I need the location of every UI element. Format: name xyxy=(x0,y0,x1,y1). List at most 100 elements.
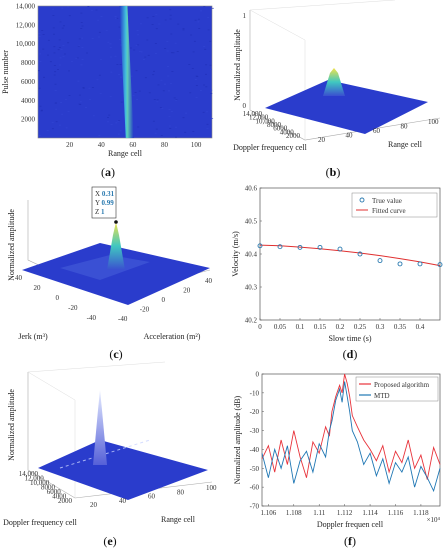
panel-a-noise-cell xyxy=(92,115,95,117)
panel-a-noise-cell xyxy=(81,47,84,48)
panel-a-noise-cell xyxy=(81,59,84,60)
panel-f-legend-proposed: Proposed algorithm xyxy=(374,381,430,389)
panel-b-x-tick: 8000 xyxy=(267,121,282,129)
panel-a-noise-cell xyxy=(148,92,151,94)
panel-e-x-tick: 12,000 xyxy=(24,475,44,483)
panel-a-noise-cell xyxy=(168,109,171,111)
panel-d-true-point xyxy=(277,244,283,250)
panel-a-noise-cell xyxy=(55,108,58,110)
panel-a-noise-cell xyxy=(206,128,209,130)
panel-c-label: (c) xyxy=(109,347,122,361)
panel-a-noise-cell xyxy=(82,87,85,88)
panel-a-noise-cell xyxy=(154,53,157,54)
panel-f-x-tick: 1.114 xyxy=(362,509,378,517)
panel-a-noise-cell xyxy=(156,101,159,103)
panel-b-xlabel: Doppler frequency cell xyxy=(233,143,308,152)
panel-a-y-tick: 2000 xyxy=(21,116,36,124)
panel-a-noise-cell xyxy=(98,31,101,33)
panel-a-noise-cell xyxy=(57,69,59,70)
panel-b-y-tick: 80 xyxy=(401,123,409,131)
panel-c-y-tick: -40 xyxy=(87,314,97,322)
panel-f-ylabel: Normalized amplitude (dB) xyxy=(233,395,242,484)
panel-a-noise-cell xyxy=(60,48,63,50)
panel-a-noise-cell xyxy=(192,131,195,132)
panel-a-noise-cell xyxy=(51,122,54,123)
panel-d-legend xyxy=(351,192,438,218)
panel-a-noise-cell xyxy=(63,25,65,27)
panel-a-noise-cell xyxy=(136,30,139,31)
panel-a-noise-cell xyxy=(67,6,70,8)
panel-a-noise-cell xyxy=(168,125,171,127)
panel-d-x-tick: 0.1 xyxy=(296,323,305,331)
panel-a-noise-cell xyxy=(189,92,192,94)
panel-c-y-tick: 20 xyxy=(34,284,42,292)
panel-a-noise-cell xyxy=(164,19,167,21)
panel-a-noise-cell xyxy=(105,30,108,32)
panel-f-y-tick: -70 xyxy=(250,503,260,511)
panel-a-noise-cell xyxy=(38,87,41,89)
panel-a-noise-cell xyxy=(42,48,45,50)
panel-a-noise-cell xyxy=(144,56,147,58)
panel-d-true-point xyxy=(357,251,363,257)
panel-f-y-tick: -40 xyxy=(250,446,260,454)
panel-d-x-tick: 0.3 xyxy=(376,323,385,331)
panel-a-noise-cell xyxy=(54,83,57,85)
panel-a-noise-cell xyxy=(90,9,93,11)
panel-e-ridge xyxy=(59,439,151,469)
panel-a-noise-cell xyxy=(174,42,177,44)
panel-a-noise-cell xyxy=(136,99,139,100)
panel-a-noise-cell xyxy=(95,9,98,11)
panel-a-noise-cell xyxy=(117,121,120,122)
panel-a-noise-cell xyxy=(197,18,200,20)
panel-a-noise-cell xyxy=(162,90,165,92)
panel-f-x-tick: 1.11 xyxy=(313,509,325,517)
panel-a-noise-cell xyxy=(81,25,84,27)
panel-a-noise-cell xyxy=(55,102,58,104)
panel-b-y-tick: 20 xyxy=(318,136,326,144)
panel-b-label: (b) xyxy=(326,165,341,179)
panel-a-x-tick: 20 xyxy=(66,141,74,149)
panel-a-noise-cell xyxy=(81,37,84,39)
panel-d-true-points xyxy=(257,243,443,268)
panel-a-noise-cell xyxy=(207,17,210,18)
panel-a-x-tick: 40 xyxy=(98,141,106,149)
panel-a-noise-cell xyxy=(156,99,159,101)
panel-a-noise-cell xyxy=(117,133,120,135)
panel-a-noise-cell xyxy=(170,52,173,54)
panel-a-noise-cell xyxy=(137,126,140,128)
panel-a-noise-cell xyxy=(194,19,197,21)
panel-b-x-tick: 6000 xyxy=(273,125,288,133)
panel-a-noise-cell xyxy=(164,83,166,85)
panel-a-noise-cell xyxy=(120,76,122,78)
panel-a-noise-cell xyxy=(171,71,174,72)
panel-a-noise-cell xyxy=(134,92,137,93)
panel-a-noise-cell xyxy=(175,126,177,128)
panel-a-noise-cell xyxy=(58,47,61,48)
panel-a-noise-cell xyxy=(155,13,158,15)
panel-a-noise-cell xyxy=(88,87,91,89)
panel-d-true-point xyxy=(397,261,403,267)
panel-a-noise-cell xyxy=(59,21,62,23)
panel-a-noise-cell xyxy=(80,64,83,66)
panel-f-y-ticks: 0 -10 -20 -30 -40 -50 -60 -70 xyxy=(250,371,264,511)
panel-a-noise-cell xyxy=(55,121,58,123)
panel-a-noise-cell xyxy=(78,38,81,40)
panel-a-noise-cell xyxy=(49,61,52,63)
panel-d-x-tick: 0.4 xyxy=(416,323,425,331)
panel-b-peak xyxy=(323,68,345,96)
panel-e-x-tick: 14,000 xyxy=(19,470,39,478)
panel-d-true-point xyxy=(317,244,323,250)
panel-f: 1.106 1.108 1.11 1.112 1.114 1.116 1.118 0 -10 -… xyxy=(233,371,441,549)
panel-f-xlabel: Doppler frequen cell xyxy=(317,520,384,529)
panel-a-noise-cell xyxy=(169,18,172,20)
panel-a-noise-cell xyxy=(39,53,42,55)
panel-a-noise-cell xyxy=(41,30,44,31)
panel-a-noise-cell xyxy=(175,100,178,101)
panel-b-floor xyxy=(265,80,428,134)
panel-a-noise-cell xyxy=(75,57,78,59)
panel-a-noise-cell xyxy=(116,64,119,65)
panel-d-legend-marker-true xyxy=(359,197,365,203)
panel-a-noise-cell xyxy=(67,42,70,44)
panel-a-noise-cell xyxy=(193,40,196,42)
panel-a-x-tick: 60 xyxy=(129,141,137,149)
